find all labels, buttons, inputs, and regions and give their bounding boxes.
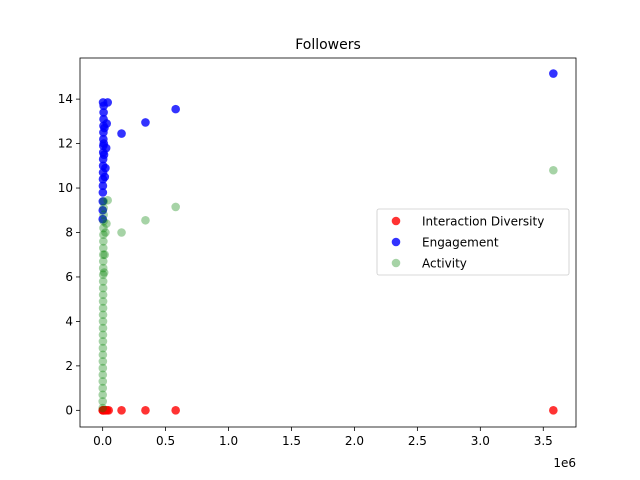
data-point	[98, 303, 108, 313]
data-point	[98, 323, 108, 333]
y-tick-label: 0	[65, 403, 73, 417]
data-point	[102, 219, 111, 228]
data-point	[98, 243, 108, 253]
data-point	[101, 228, 110, 237]
data-point	[98, 370, 108, 380]
data-point	[99, 108, 108, 117]
data-point	[98, 397, 108, 406]
data-point	[117, 406, 126, 415]
data-point	[103, 98, 112, 107]
data-point	[98, 310, 108, 320]
data-point	[98, 343, 108, 353]
y-axis: 0 2 4 6 8 10 12 14	[58, 92, 80, 417]
x-tick-label: 2.5	[408, 434, 427, 448]
data-point	[141, 406, 150, 415]
x-tick-label: 1.0	[219, 434, 238, 448]
x-tick-label: 2.0	[345, 434, 364, 448]
chart-title: Followers	[295, 37, 361, 53]
data-point	[98, 317, 108, 326]
data-point	[117, 228, 126, 237]
legend-label: Interaction Diversity	[422, 215, 544, 229]
data-point	[103, 195, 112, 205]
legend-marker	[391, 237, 401, 247]
y-tick-label: 14	[58, 92, 73, 106]
data-point	[99, 150, 109, 159]
legend-frame	[376, 208, 570, 276]
data-point	[104, 406, 114, 415]
data-point	[99, 268, 109, 277]
y-tick-label: 6	[65, 270, 73, 284]
data-point	[99, 230, 108, 240]
data-point	[99, 223, 108, 233]
y-tick-label: 4	[65, 314, 73, 328]
data-point	[98, 188, 108, 197]
y-tick-label: 12	[58, 137, 73, 151]
y-tick-label: 2	[65, 359, 73, 373]
y-tick-label: 10	[58, 181, 73, 195]
data-point	[98, 197, 108, 206]
data-point	[98, 250, 108, 260]
data-point	[99, 197, 109, 206]
x-offset-label: 1e6	[553, 456, 576, 470]
data-point	[98, 181, 108, 191]
series-1	[98, 69, 558, 224]
legend-marker	[391, 216, 401, 226]
data-point	[101, 163, 110, 173]
data-point	[98, 403, 107, 413]
data-point	[549, 406, 558, 415]
plot-frame	[79, 57, 577, 428]
data-point	[98, 357, 108, 366]
data-point	[100, 172, 110, 182]
x-tick-label: 3.5	[534, 434, 553, 448]
data-point	[98, 337, 108, 346]
data-point	[141, 118, 150, 127]
data-point	[98, 277, 108, 286]
data-point	[171, 406, 180, 415]
data-point	[99, 210, 108, 220]
x-tick-label: 0.5	[156, 434, 175, 448]
x-tick-label: 3.0	[471, 434, 490, 448]
data-point	[98, 283, 108, 293]
data-point	[98, 290, 108, 300]
legend: Interaction Diversity Engagement Activity	[376, 208, 570, 276]
data-point	[98, 270, 108, 280]
series-0	[98, 406, 558, 415]
y-tick-label: 8	[65, 225, 73, 239]
data-point	[98, 297, 108, 306]
data-point	[98, 205, 108, 215]
chart-marks	[98, 69, 558, 415]
data-point	[549, 69, 558, 78]
data-point	[98, 214, 108, 224]
data-point	[171, 104, 180, 114]
data-point	[98, 390, 108, 400]
data-point	[101, 143, 111, 153]
legend-label: Engagement	[422, 236, 499, 250]
data-point	[141, 215, 150, 225]
data-point	[98, 377, 108, 386]
data-point	[99, 203, 108, 213]
data-point	[117, 129, 126, 138]
data-point	[171, 202, 180, 212]
data-point	[98, 363, 108, 373]
data-point	[98, 330, 108, 340]
data-point	[100, 250, 109, 260]
data-point	[99, 217, 108, 226]
legend-marker	[391, 258, 401, 268]
x-tick-label: 1.5	[282, 434, 301, 448]
data-point	[102, 119, 111, 128]
data-point	[549, 165, 558, 175]
legend-label: Activity	[422, 257, 467, 271]
data-point	[98, 383, 108, 393]
data-point	[99, 237, 108, 246]
series-2	[98, 165, 558, 413]
data-point	[98, 350, 108, 360]
data-point	[98, 257, 108, 266]
x-axis: 0.0 0.5 1.0 1.5 2.0 2.5 3.0 3.5	[93, 427, 553, 448]
data-point	[98, 263, 108, 273]
x-tick-label: 0.0	[93, 434, 112, 448]
